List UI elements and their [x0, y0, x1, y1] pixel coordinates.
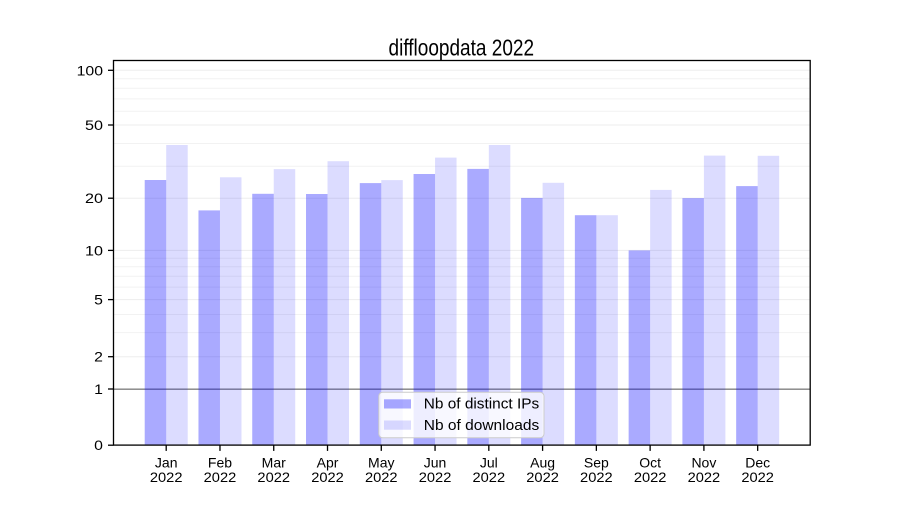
svg-text:Nov: Nov [691, 455, 716, 471]
svg-text:Jun: Jun [424, 455, 447, 471]
svg-text:2: 2 [94, 349, 103, 365]
svg-text:2022: 2022 [419, 469, 452, 485]
svg-text:Oct: Oct [639, 455, 661, 471]
svg-text:2022: 2022 [204, 469, 237, 485]
svg-text:1: 1 [94, 381, 103, 397]
svg-text:2022: 2022 [150, 469, 183, 485]
svg-text:10: 10 [85, 242, 103, 258]
svg-text:2022: 2022 [741, 469, 774, 485]
svg-text:2022: 2022 [365, 469, 398, 485]
svg-text:2022: 2022 [688, 469, 721, 485]
svg-text:May: May [368, 455, 394, 471]
svg-text:2022: 2022 [580, 469, 613, 485]
svg-text:20: 20 [85, 190, 103, 206]
svg-text:2022: 2022 [526, 469, 559, 485]
svg-text:2022: 2022 [257, 469, 290, 485]
svg-text:Dec: Dec [745, 455, 770, 471]
svg-text:2022: 2022 [473, 469, 506, 485]
svg-text:Jan: Jan [155, 455, 178, 471]
svg-text:Sep: Sep [584, 455, 609, 471]
svg-text:Nb of distinct IPs: Nb of distinct IPs [424, 396, 539, 413]
svg-text:0: 0 [94, 437, 103, 453]
svg-text:2022: 2022 [634, 469, 667, 485]
svg-text:50: 50 [85, 117, 103, 133]
svg-text:Feb: Feb [208, 455, 232, 471]
svg-text:diffloopdata 2022: diffloopdata 2022 [389, 34, 535, 60]
svg-text:Mar: Mar [262, 455, 286, 471]
svg-text:Apr: Apr [317, 455, 339, 471]
svg-text:Aug: Aug [530, 455, 555, 471]
svg-text:Nb of downloads: Nb of downloads [424, 417, 539, 434]
svg-text:2022: 2022 [311, 469, 344, 485]
svg-text:100: 100 [77, 62, 104, 78]
svg-text:5: 5 [94, 292, 103, 308]
svg-text:Jul: Jul [480, 455, 498, 471]
